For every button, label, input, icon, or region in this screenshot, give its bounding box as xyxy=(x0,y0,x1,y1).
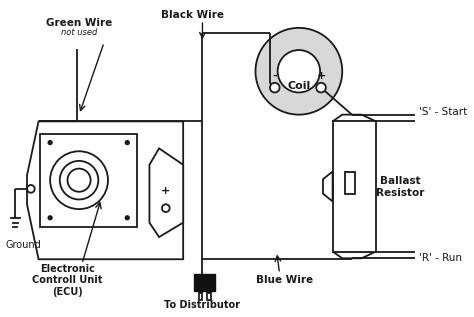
Text: not used: not used xyxy=(61,28,97,37)
Text: Blue Wire: Blue Wire xyxy=(256,275,313,285)
Polygon shape xyxy=(27,121,183,259)
Circle shape xyxy=(48,141,52,145)
Text: Ground: Ground xyxy=(5,240,41,250)
Bar xyxy=(345,172,355,194)
Polygon shape xyxy=(149,148,183,237)
Text: To Distributor: To Distributor xyxy=(164,300,240,310)
Bar xyxy=(333,121,376,251)
Polygon shape xyxy=(333,115,376,121)
Circle shape xyxy=(125,216,129,220)
Text: Coil: Coil xyxy=(287,81,310,91)
Text: -: - xyxy=(273,71,277,81)
Circle shape xyxy=(278,50,320,93)
Polygon shape xyxy=(323,171,333,201)
Circle shape xyxy=(316,83,326,93)
Text: Green Wire: Green Wire xyxy=(46,18,112,28)
Circle shape xyxy=(255,28,342,115)
Circle shape xyxy=(48,216,52,220)
Bar xyxy=(198,291,202,300)
Bar xyxy=(199,293,201,299)
Text: +: + xyxy=(317,71,326,81)
Circle shape xyxy=(270,83,280,93)
Text: Electronic
Controll Unit
(ECU): Electronic Controll Unit (ECU) xyxy=(32,264,103,297)
Bar xyxy=(207,293,210,299)
Text: 'S' - Start: 'S' - Start xyxy=(419,107,468,117)
Text: 'R' - Run: 'R' - Run xyxy=(419,253,462,263)
Bar xyxy=(206,291,211,300)
Text: +: + xyxy=(161,186,171,196)
Circle shape xyxy=(125,141,129,145)
Text: Ballast
Resistor: Ballast Resistor xyxy=(376,176,424,198)
Bar xyxy=(194,274,215,291)
Polygon shape xyxy=(333,251,376,258)
Text: Black Wire: Black Wire xyxy=(161,10,224,20)
Bar xyxy=(40,134,137,227)
